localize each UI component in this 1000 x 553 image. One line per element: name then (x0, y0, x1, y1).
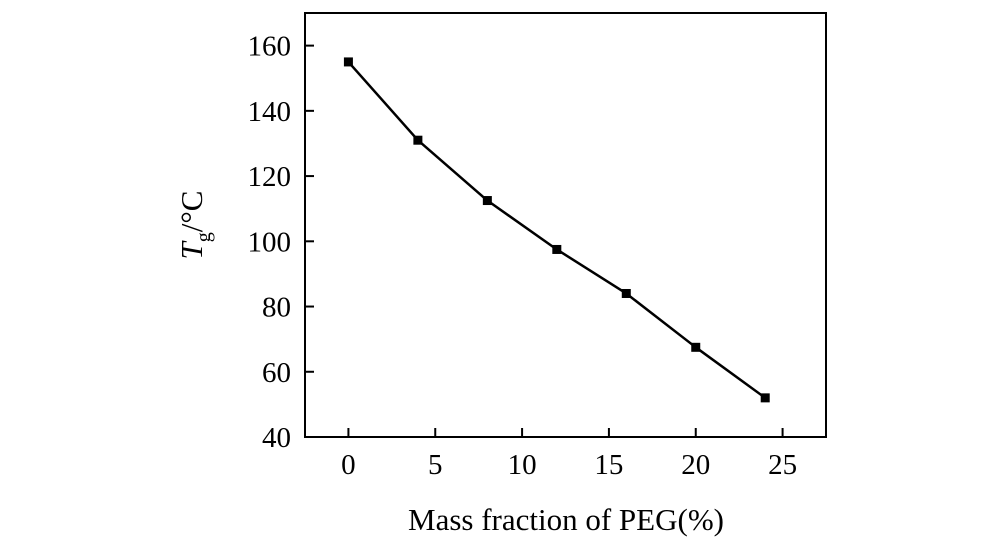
series-line (347, 61, 766, 399)
x-tick-label: 25 (768, 449, 797, 481)
y-tick-label: 100 (248, 226, 292, 258)
plot-frame (304, 12, 827, 438)
y-axis-label-unit: /°C (174, 191, 209, 233)
x-tick-label: 10 (508, 449, 537, 481)
y-axis-label-symbol: T (174, 239, 209, 259)
series-layer (343, 57, 770, 403)
y-tick-label: 40 (262, 422, 291, 454)
y-axis-label: Tg/°C (174, 191, 215, 260)
data-point (621, 288, 631, 298)
y-tick-label: 160 (248, 31, 292, 63)
x-tick-label: 0 (341, 449, 356, 481)
x-axis-label: Mass fraction of PEG(%) (408, 502, 724, 537)
data-point (552, 244, 562, 254)
x-axis-ticks: 0 5 10 15 20 25 (341, 428, 797, 481)
data-point (413, 135, 423, 145)
y-axis-ticks: 40 60 80 100 120 140 160 (248, 31, 314, 454)
y-tick-label: 80 (262, 292, 291, 324)
y-tick-label: 140 (248, 96, 292, 128)
x-tick-label: 5 (428, 449, 443, 481)
data-point (343, 57, 353, 67)
y-tick-label: 60 (262, 357, 291, 389)
data-point (691, 342, 701, 352)
y-tick-label: 120 (248, 161, 292, 193)
y-axis-label-subscript: g (193, 232, 215, 242)
data-point (760, 393, 770, 403)
x-tick-label: 15 (594, 449, 623, 481)
data-point (482, 196, 492, 206)
x-tick-label: 20 (681, 449, 710, 481)
